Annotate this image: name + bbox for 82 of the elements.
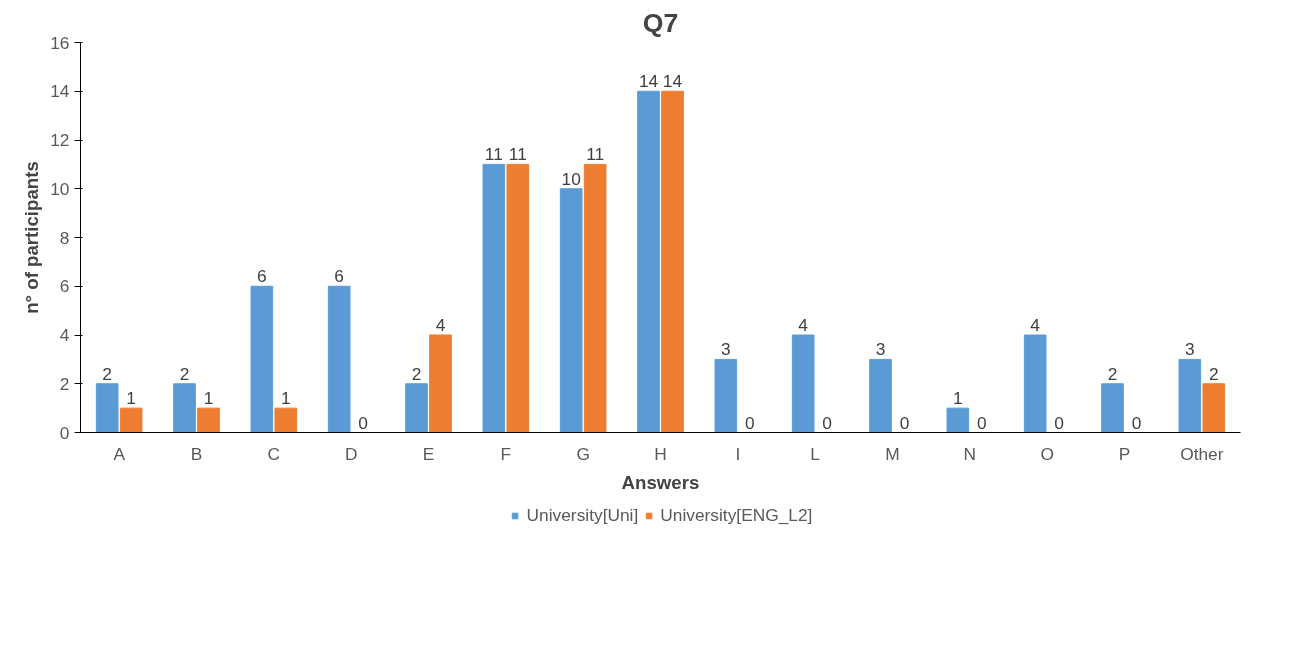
x-tick-label: Other: [1180, 443, 1224, 464]
y-axis-title: n° of participants: [21, 161, 43, 314]
y-tick-label: 2: [59, 373, 70, 394]
bar: [327, 285, 351, 433]
data-label: 0: [1131, 412, 1142, 433]
data-label: 6: [334, 266, 344, 287]
data-label: 0: [1054, 412, 1064, 433]
data-label: 1: [126, 388, 136, 409]
x-tick-label: L: [810, 443, 821, 464]
y-tick-label: 12: [50, 130, 70, 150]
x-axis-title: Answers: [621, 471, 700, 493]
bar: [714, 358, 738, 433]
chart-title: Q7: [642, 7, 679, 38]
bar: [274, 407, 298, 433]
x-tick-label: D: [344, 443, 358, 464]
bar: [661, 90, 684, 433]
x-tick-label: E: [422, 443, 435, 464]
bar: [1023, 334, 1047, 433]
bar: [173, 383, 196, 433]
legend-label: University[Uni]: [526, 504, 639, 526]
data-label: 11: [508, 144, 527, 165]
bar: [405, 383, 428, 433]
data-label: 6: [257, 266, 267, 287]
y-tick-label: 4: [59, 325, 70, 345]
bar: [250, 285, 274, 433]
y-tick-label: 0: [59, 422, 70, 443]
bar: [506, 163, 530, 433]
x-tick-label: C: [267, 443, 281, 464]
y-tick-label: 14: [50, 81, 70, 102]
legend-label: University[ENG_L2]: [660, 504, 813, 526]
y-tick-label: 8: [59, 227, 70, 248]
x-tick-label: F: [500, 443, 512, 464]
data-label: 3: [875, 339, 886, 360]
bar: [197, 407, 220, 433]
data-label: 0: [745, 412, 755, 433]
x-tick-label: I: [735, 443, 741, 464]
data-label: 0: [358, 412, 368, 433]
data-label: 2: [1107, 363, 1118, 384]
bar: [1101, 383, 1124, 433]
data-label: 4: [1030, 315, 1041, 335]
data-label: 14: [638, 71, 659, 92]
data-label: 0: [977, 412, 987, 433]
bar: [869, 358, 892, 433]
data-label: 1: [953, 388, 963, 409]
data-label: 3: [1185, 339, 1195, 360]
bar: [482, 163, 506, 433]
data-label: 4: [435, 315, 446, 335]
y-tick-label: 10: [50, 178, 70, 199]
data-label: 3: [721, 339, 731, 360]
x-tick-label: M: [885, 443, 900, 464]
x-tick-label: A: [113, 443, 126, 464]
data-label: 4: [798, 315, 809, 335]
y-tick-label: 6: [59, 276, 70, 297]
data-label: 0: [899, 412, 910, 433]
x-tick-label: O: [1040, 443, 1054, 464]
x-tick-label: G: [576, 443, 590, 464]
data-label: 0: [822, 412, 832, 433]
bar: [791, 334, 815, 433]
bar: [429, 334, 452, 433]
bar: [95, 383, 119, 433]
data-label: 1: [203, 388, 214, 409]
x-tick-label: P: [1118, 443, 1131, 464]
bar: [1178, 358, 1202, 433]
y-tick-label: 16: [50, 32, 70, 53]
bar: [1202, 383, 1226, 433]
data-label: 11: [586, 144, 605, 165]
bar: [583, 163, 607, 433]
x-tick-label: H: [654, 443, 667, 464]
data-label: 10: [561, 168, 581, 189]
bar: [119, 407, 143, 433]
data-label: 2: [179, 363, 190, 384]
data-label: 14: [662, 71, 683, 92]
x-tick-label: N: [963, 443, 977, 464]
bar: [637, 90, 660, 433]
bar: [559, 188, 583, 433]
data-label: 2: [102, 363, 112, 384]
bar: [946, 407, 970, 433]
x-tick-label: B: [190, 443, 203, 464]
data-label: 1: [281, 388, 291, 409]
data-label: 2: [411, 363, 422, 384]
data-label: 2: [1209, 363, 1219, 384]
data-label: 11: [484, 144, 503, 165]
